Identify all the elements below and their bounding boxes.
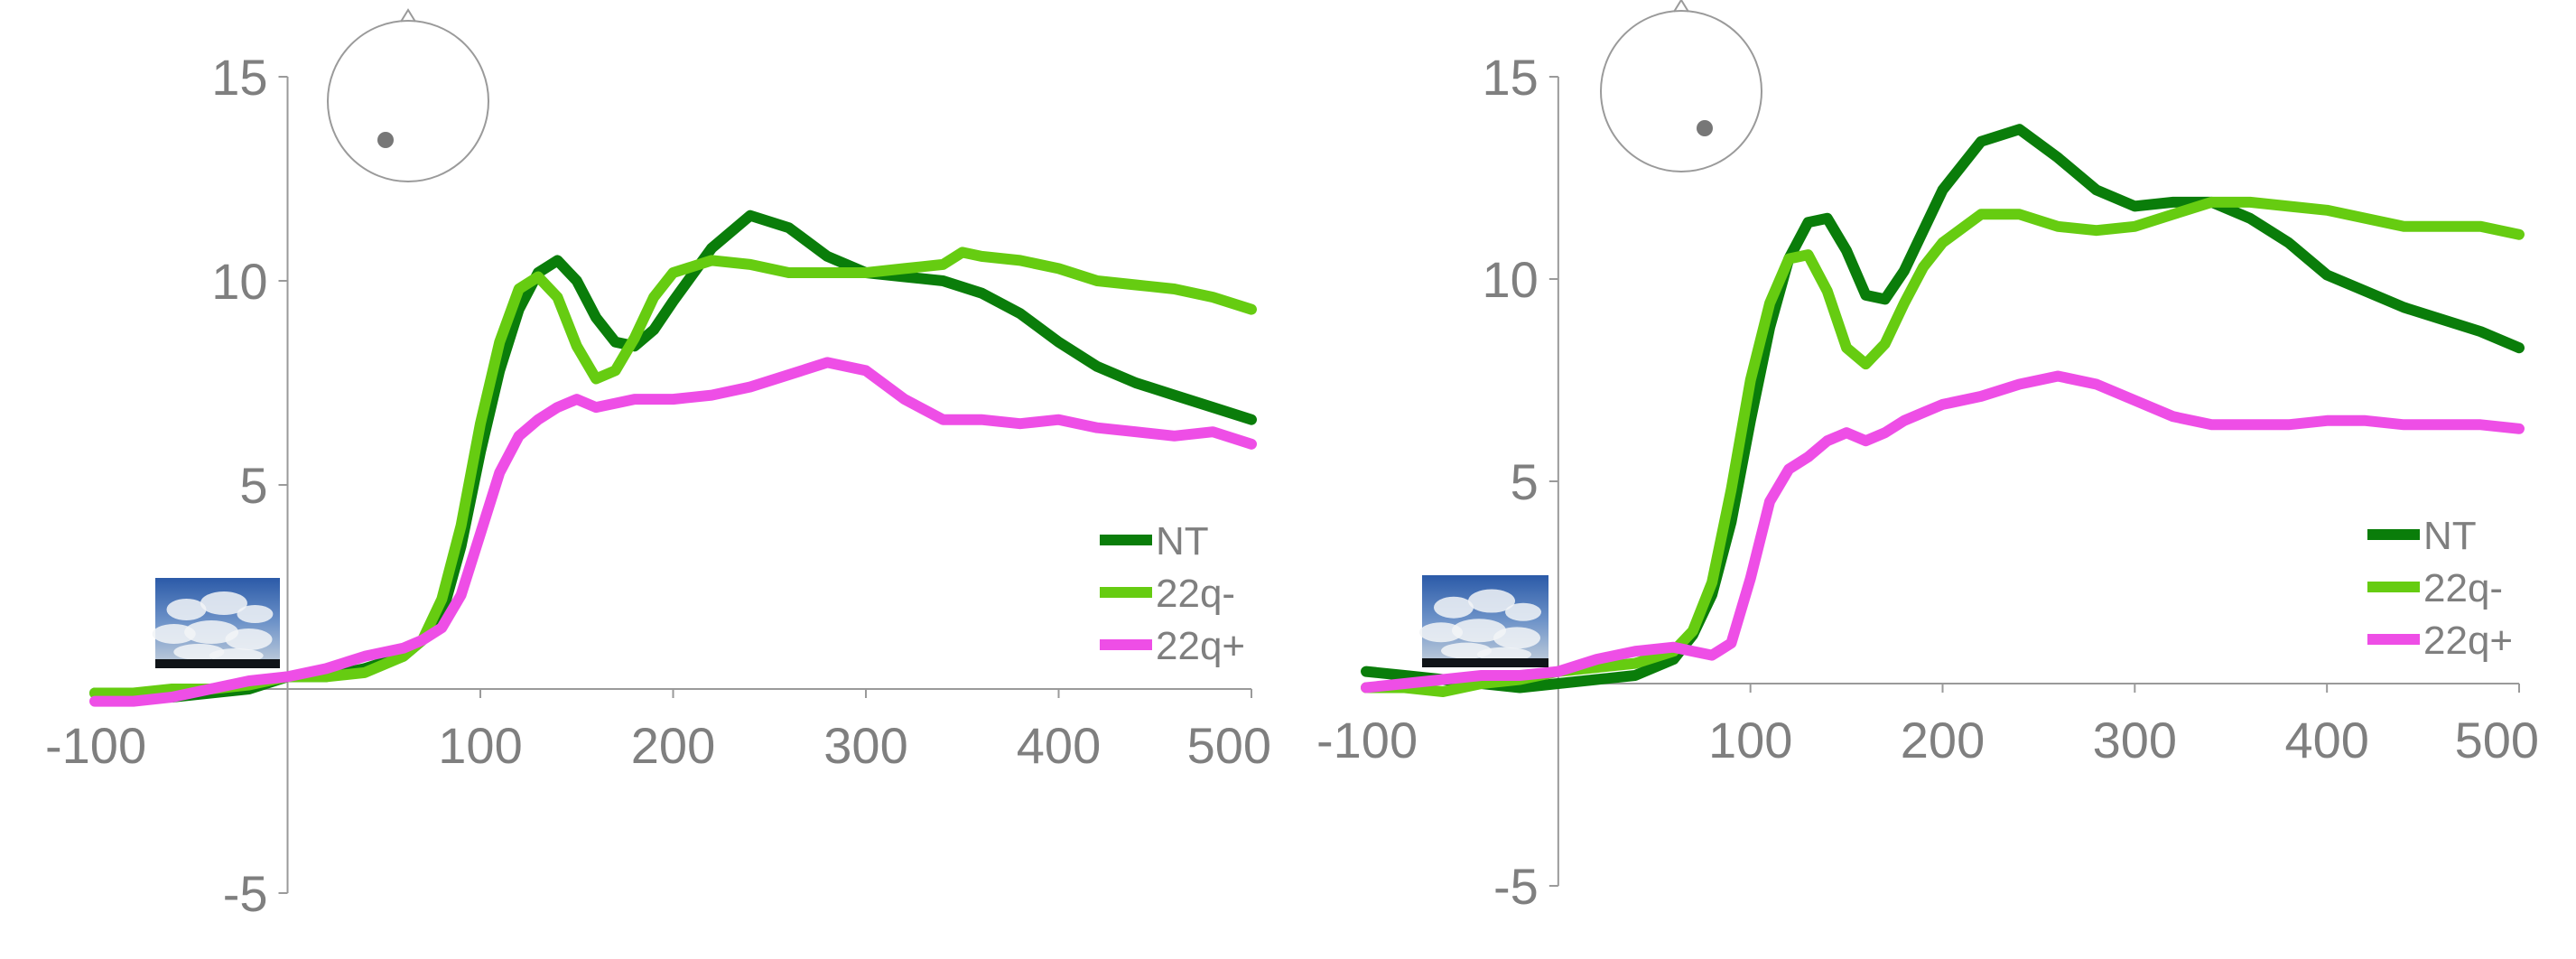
chart-panel-1: 15 10 5 -5 -100 100 200 300 400 500 NT 22q- 22q+ <box>45 8 1271 922</box>
y-tick-label: -5 <box>223 865 268 922</box>
legend-label: 22q- <box>2423 566 2503 610</box>
x-tick-label: 100 <box>438 717 522 774</box>
series-line-22qplus <box>1361 370 2525 694</box>
y-tick-label: 5 <box>239 457 267 514</box>
head-map-icon <box>327 8 489 182</box>
cloud-sky-thumbnail <box>1419 575 1548 667</box>
y-tick-label: -5 <box>1493 858 1539 915</box>
x-tick-label: 400 <box>1017 717 1101 774</box>
series-line-22qminus <box>1361 196 2525 697</box>
electrode-dot <box>377 132 394 148</box>
x-tick-label: 100 <box>1708 712 1792 768</box>
x-tick-label: 500 <box>1187 717 1271 774</box>
legend: NT 22q- 22q+ <box>1100 519 1245 668</box>
y-tick-label: 5 <box>1511 453 1539 510</box>
legend-label: NT <box>2423 514 2477 558</box>
series-line-nt <box>1361 124 2525 694</box>
y-tick-label: 10 <box>1483 251 1539 308</box>
cloud-sky-thumbnail <box>152 578 280 668</box>
x-tick-label: 200 <box>631 717 715 774</box>
chart-panel-2: 15 10 5 -5 -100 100 200 300 400 500 NT 22q- 22q+ <box>1316 0 2539 915</box>
legend-label: 22q+ <box>1156 624 1245 668</box>
x-tick-label: 300 <box>823 717 907 774</box>
x-tick-label: 500 <box>2455 712 2539 768</box>
electrode-dot <box>1697 120 1713 136</box>
x-tick-label: 400 <box>2284 712 2368 768</box>
head-map-icon <box>1600 0 1762 172</box>
y-tick-label: 15 <box>211 49 267 106</box>
series-line-22qminus <box>89 247 1257 699</box>
legend-label: NT <box>1156 519 1209 563</box>
y-tick-label: 15 <box>1483 49 1539 106</box>
legend: NT 22q- 22q+ <box>2367 514 2513 663</box>
legend-label: 22q+ <box>2423 619 2513 663</box>
x-tick-label: 200 <box>1901 712 1985 768</box>
x-tick-label: -100 <box>1316 712 1418 768</box>
y-tick-label: 10 <box>211 253 267 310</box>
series-line-22qplus <box>89 357 1257 707</box>
x-tick-label: -100 <box>45 717 146 774</box>
x-tick-label: 300 <box>2093 712 2177 768</box>
legend-label: 22q- <box>1156 572 1235 616</box>
